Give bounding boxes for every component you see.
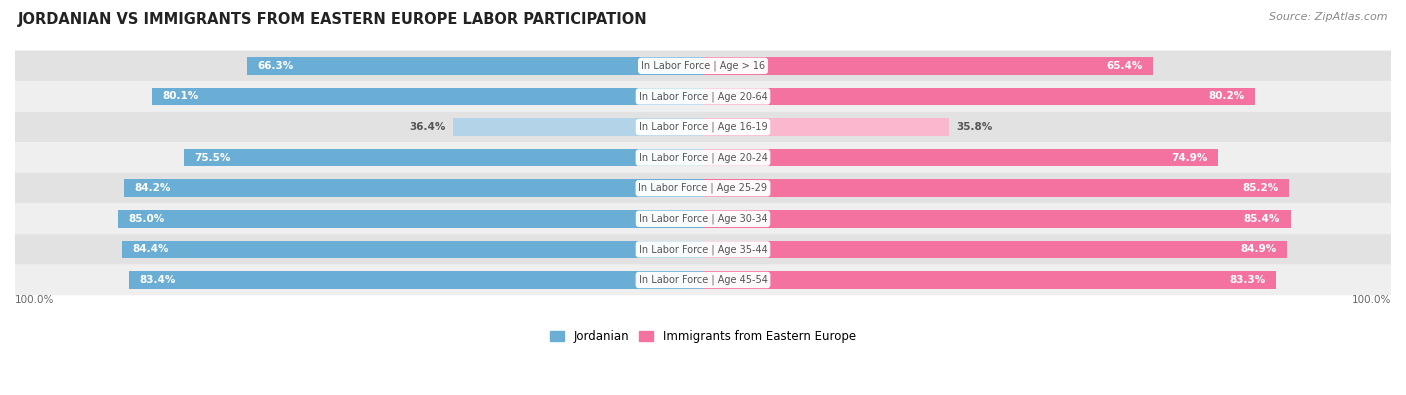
Text: 85.4%: 85.4%	[1244, 214, 1281, 224]
Text: In Labor Force | Age 45-54: In Labor Force | Age 45-54	[638, 275, 768, 285]
Text: 84.9%: 84.9%	[1240, 245, 1277, 254]
Text: 84.4%: 84.4%	[132, 245, 169, 254]
Bar	[703, 118, 949, 136]
Text: 80.1%: 80.1%	[162, 91, 198, 102]
Text: JORDANIAN VS IMMIGRANTS FROM EASTERN EUROPE LABOR PARTICIPATION: JORDANIAN VS IMMIGRANTS FROM EASTERN EUR…	[18, 12, 648, 27]
Bar	[152, 88, 703, 105]
FancyBboxPatch shape	[15, 265, 1391, 295]
Bar	[124, 179, 703, 197]
Text: 74.9%: 74.9%	[1171, 152, 1208, 163]
Text: 75.5%: 75.5%	[194, 152, 231, 163]
Bar	[453, 118, 703, 136]
Bar	[703, 88, 1254, 105]
Bar	[703, 241, 1286, 258]
FancyBboxPatch shape	[15, 51, 1391, 81]
Bar	[247, 57, 703, 75]
Text: 100.0%: 100.0%	[1351, 295, 1391, 305]
Text: 83.3%: 83.3%	[1229, 275, 1265, 285]
Bar	[703, 149, 1219, 167]
Bar	[703, 57, 1153, 75]
Text: In Labor Force | Age 20-64: In Labor Force | Age 20-64	[638, 91, 768, 102]
Text: 66.3%: 66.3%	[257, 61, 294, 71]
Bar	[703, 271, 1277, 289]
Bar	[118, 210, 703, 228]
Text: 85.0%: 85.0%	[128, 214, 165, 224]
Text: 35.8%: 35.8%	[956, 122, 993, 132]
Bar	[129, 271, 703, 289]
Bar	[122, 241, 703, 258]
Text: In Labor Force | Age 20-24: In Labor Force | Age 20-24	[638, 152, 768, 163]
Text: In Labor Force | Age > 16: In Labor Force | Age > 16	[641, 60, 765, 71]
Text: 83.4%: 83.4%	[139, 275, 176, 285]
Bar	[703, 210, 1291, 228]
Text: In Labor Force | Age 25-29: In Labor Force | Age 25-29	[638, 183, 768, 194]
Text: In Labor Force | Age 30-34: In Labor Force | Age 30-34	[638, 214, 768, 224]
Bar	[703, 179, 1289, 197]
Text: Source: ZipAtlas.com: Source: ZipAtlas.com	[1270, 12, 1388, 22]
Text: 36.4%: 36.4%	[409, 122, 446, 132]
FancyBboxPatch shape	[15, 203, 1391, 234]
Text: 65.4%: 65.4%	[1107, 61, 1143, 71]
Text: 84.2%: 84.2%	[134, 183, 170, 193]
FancyBboxPatch shape	[15, 173, 1391, 203]
FancyBboxPatch shape	[15, 112, 1391, 142]
Text: In Labor Force | Age 35-44: In Labor Force | Age 35-44	[638, 244, 768, 255]
Text: 85.2%: 85.2%	[1243, 183, 1279, 193]
FancyBboxPatch shape	[15, 81, 1391, 112]
Text: 100.0%: 100.0%	[15, 295, 55, 305]
Text: In Labor Force | Age 16-19: In Labor Force | Age 16-19	[638, 122, 768, 132]
Text: 80.2%: 80.2%	[1208, 91, 1244, 102]
Legend: Jordanian, Immigrants from Eastern Europe: Jordanian, Immigrants from Eastern Europ…	[550, 330, 856, 343]
FancyBboxPatch shape	[15, 234, 1391, 265]
Bar	[184, 149, 703, 167]
FancyBboxPatch shape	[15, 142, 1391, 173]
